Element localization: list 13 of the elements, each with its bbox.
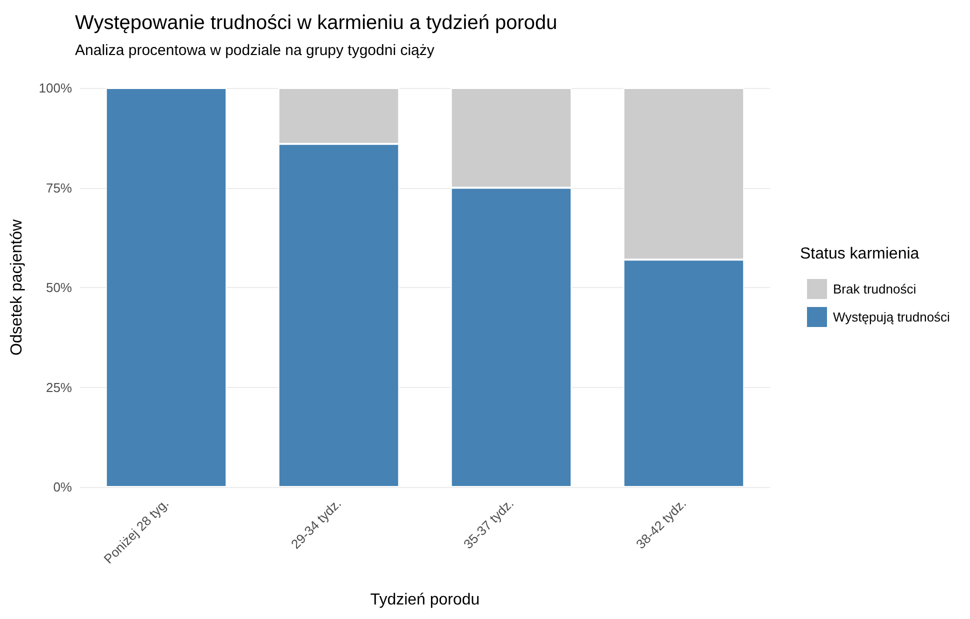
y-tick-label: 0% <box>53 480 72 494</box>
chart-subtitle: Analiza procentowa w podziale na grupy tygodni ciąży <box>75 42 435 59</box>
y-tick-label: 100% <box>38 80 72 96</box>
y-tick-label: 50% <box>46 280 72 295</box>
legend-label: Występują trudności <box>833 310 950 324</box>
x-axis-title: Tydzień porodu <box>370 592 480 608</box>
chart-title: Występowanie trudności w karmieniu a tydzień porodu <box>75 12 558 34</box>
bar <box>106 88 227 487</box>
y-tick-label: 75% <box>46 180 72 196</box>
legend-title: Status karmienia <box>800 246 920 262</box>
y-axis-title: Odsetek pacjentów <box>8 219 26 356</box>
legend-label: Brak trudności <box>833 282 916 296</box>
y-tick-label: 25% <box>46 380 72 395</box>
